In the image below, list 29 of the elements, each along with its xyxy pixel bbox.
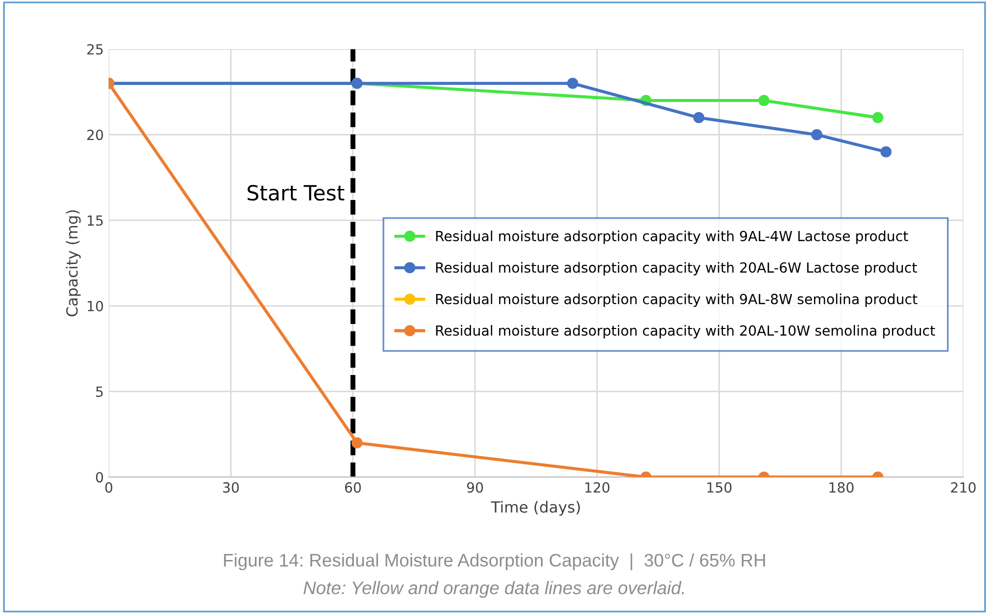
x-tick-label: 120: [585, 482, 610, 493]
y-tick-label: 20: [87, 130, 104, 140]
legend-label: Residual moisture adsorption capacity with 20AL-10W semolina product: [436, 325, 935, 338]
legend-label: Residual moisture adsorption capacity with 9AL-8W semolina product: [436, 294, 918, 307]
ref-line-label: Start Test: [248, 184, 344, 201]
point: [872, 112, 884, 124]
point: [880, 146, 892, 158]
text: Note: Yellow and orange data lines are overlaid.: [304, 581, 684, 598]
x-tick-label: 0: [105, 482, 112, 493]
legend-label: Residual moisture adsorption capacity with 20AL-6W Lactose product: [436, 262, 917, 276]
x-tick-label: 30: [223, 482, 239, 493]
x-tick-label: 60: [345, 482, 361, 493]
x-axis-title: Time (days): [490, 500, 580, 516]
y-tick-label: 0: [96, 472, 104, 483]
y-tick-label: 10: [88, 300, 104, 312]
x-tick-label: 150: [707, 482, 732, 493]
point: [811, 129, 822, 140]
caption: Figure 14: Residual Moisture Adsorption Capacity | 30°C / 65% RH: [224, 553, 765, 570]
point: [758, 94, 770, 106]
y-tick-label: 5: [96, 386, 103, 397]
x-tick-label: 180: [829, 482, 854, 493]
y-tick-label: 15: [88, 215, 103, 226]
point: [567, 78, 578, 89]
x-tick-label: 210: [951, 482, 976, 493]
y-axis-title: Capacity (mg): [66, 210, 81, 316]
y-tick-label: 25: [87, 44, 103, 55]
point: [693, 112, 704, 124]
legend-label: Residual moisture adsorption capacity with 9AL-4W Lactose product: [436, 230, 908, 244]
x-tick-label: 90: [467, 482, 483, 493]
